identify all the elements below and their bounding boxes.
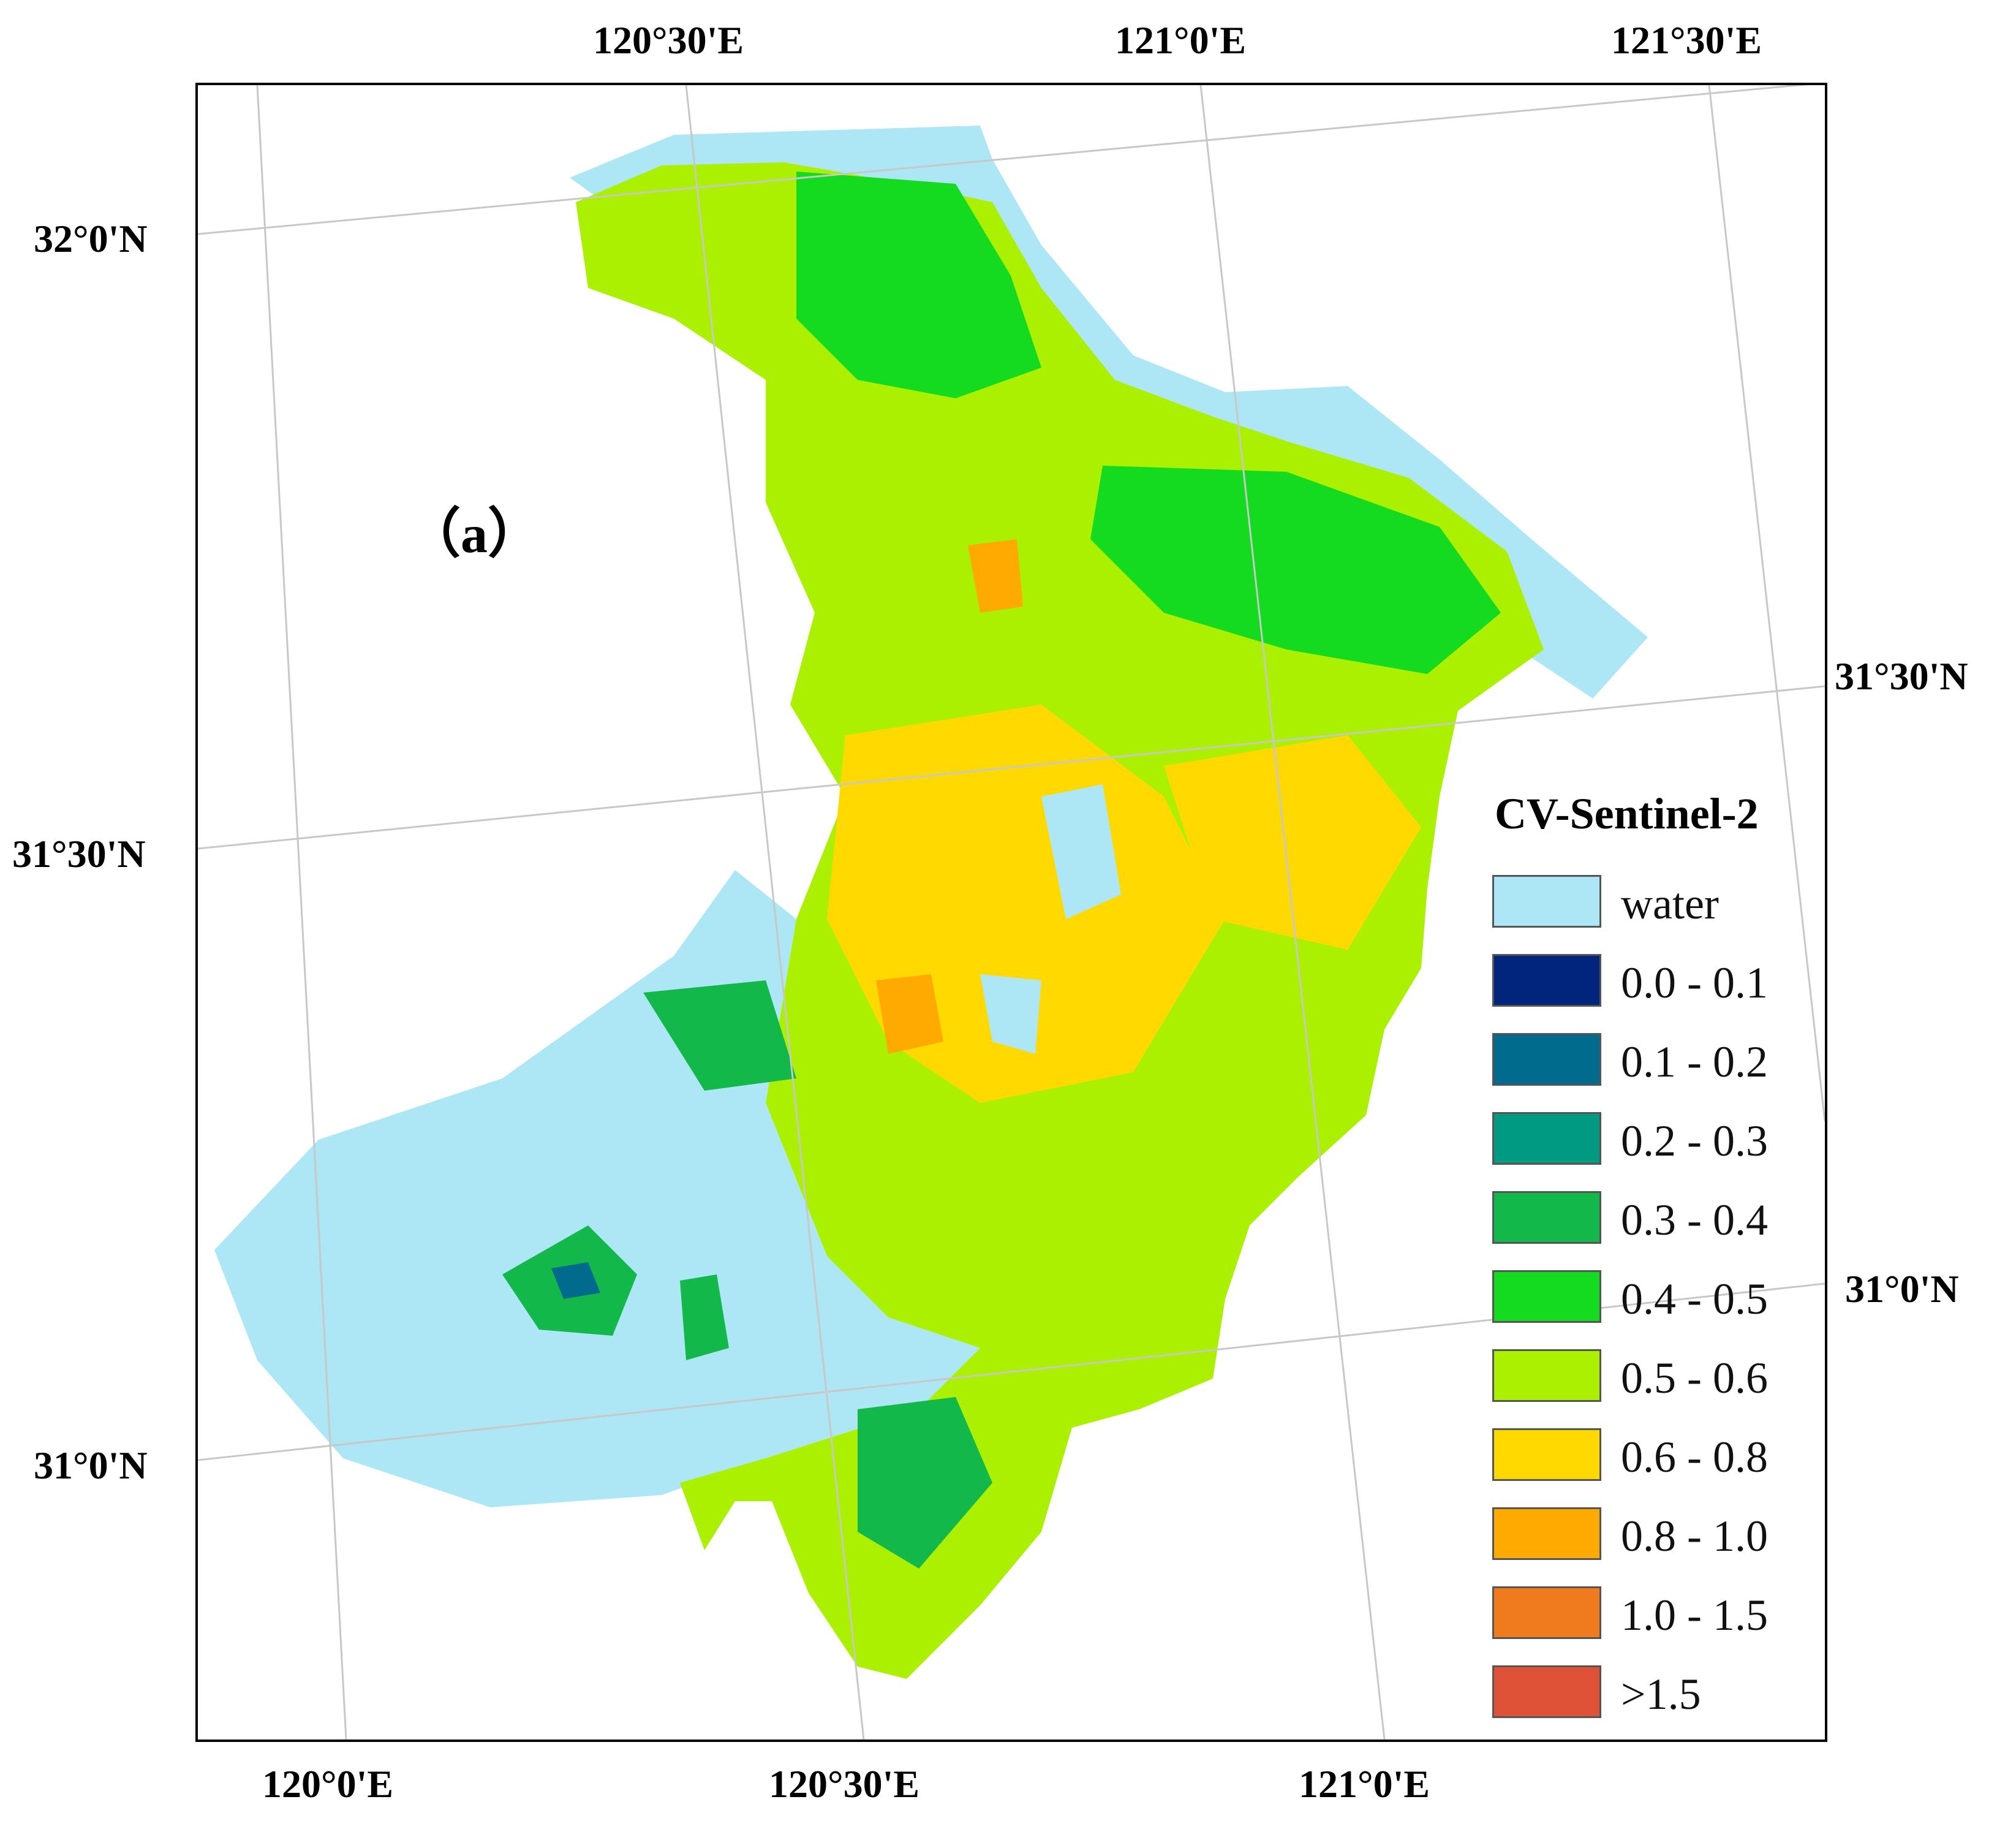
- water-region: [214, 870, 980, 1507]
- legend-label: 0.3 - 0.4: [1621, 1195, 1768, 1244]
- legend-item: >1.5: [1492, 1665, 1958, 1724]
- legend-swatch: [1492, 1665, 1601, 1718]
- top-longitude-label: 121°30'E: [1611, 18, 1762, 62]
- legend-label: 0.8 - 1.0: [1621, 1512, 1768, 1561]
- patch-0-4-0-5: [1090, 466, 1501, 674]
- legend-label: 0.4 - 0.5: [1621, 1274, 1768, 1323]
- legend-item: 0.4 - 0.5: [1492, 1270, 1958, 1329]
- legend-label: 0.5 - 0.6: [1621, 1353, 1768, 1403]
- legend-label: 0.2 - 0.3: [1621, 1116, 1768, 1165]
- right-latitude-label: 31°30'N: [1835, 654, 1968, 698]
- legend-item: 0.8 - 1.0: [1492, 1507, 1958, 1566]
- legend-swatch: [1492, 954, 1601, 1007]
- island-patch: [680, 1274, 729, 1360]
- panel-label: （a）: [407, 505, 542, 564]
- legend-label: 1.0 - 1.5: [1621, 1591, 1768, 1640]
- left-latitude-label: 32°0'N: [34, 217, 148, 260]
- top-longitude-label: 120°30'E: [593, 18, 744, 62]
- patch-0-6-0-8: [1164, 735, 1421, 950]
- patch-0-8-1-0: [968, 539, 1023, 613]
- legend-item: 0.6 - 0.8: [1492, 1428, 1958, 1487]
- graticule: [198, 85, 1825, 1740]
- map-frame: [195, 83, 1827, 1742]
- legend-item: 0.3 - 0.4: [1492, 1191, 1958, 1250]
- patch-0-8-1-0: [876, 974, 943, 1054]
- legend-swatch: [1492, 1507, 1601, 1560]
- legend-item: 0.1 - 0.2: [1492, 1033, 1958, 1092]
- patch-0-3-0-4: [858, 1397, 992, 1569]
- legend-swatch: [1492, 1349, 1601, 1402]
- legend-item: water: [1492, 875, 1958, 934]
- patch-0-3-0-4: [643, 980, 796, 1091]
- legend-item: 0.5 - 0.6: [1492, 1349, 1958, 1408]
- legend-swatch: [1492, 1033, 1601, 1086]
- left-latitude-label: 31°0'N: [34, 1444, 148, 1487]
- top-longitude-label: 121°0'E: [1115, 18, 1247, 62]
- legend-label: 0.0 - 0.1: [1621, 958, 1768, 1007]
- legend-swatch: [1492, 1428, 1601, 1481]
- legend-label: >1.5: [1621, 1670, 1701, 1719]
- inner-lake: [1041, 784, 1121, 919]
- legend-swatch: [1492, 1586, 1601, 1639]
- patch-0-1-0-2: [551, 1262, 600, 1299]
- right-latitude-label: 31°0'N: [1845, 1267, 1959, 1311]
- legend-item: 0.2 - 0.3: [1492, 1112, 1958, 1171]
- bottom-longitude-label: 120°30'E: [769, 1762, 920, 1806]
- legend-label: 0.6 - 0.8: [1621, 1433, 1768, 1482]
- legend-swatch: [1492, 1270, 1601, 1323]
- legend-item: 1.0 - 1.5: [1492, 1586, 1958, 1645]
- legend-title: CV-Sentinel-2: [1495, 789, 1759, 838]
- left-latitude-label: 31°30'N: [12, 832, 146, 876]
- legend-swatch: [1492, 1112, 1601, 1165]
- patch-0-4-0-5: [796, 172, 1041, 398]
- legend-swatch: [1492, 1191, 1601, 1244]
- bottom-longitude-label: 121°0'E: [1299, 1762, 1430, 1806]
- legend-label: 0.1 - 0.2: [1621, 1037, 1768, 1086]
- bottom-longitude-label: 120°0'E: [262, 1762, 394, 1806]
- legend-item: 0.0 - 0.1: [1492, 954, 1958, 1013]
- inner-lake: [980, 974, 1041, 1054]
- legend-label: water: [1621, 879, 1719, 928]
- legend-swatch: [1492, 875, 1601, 928]
